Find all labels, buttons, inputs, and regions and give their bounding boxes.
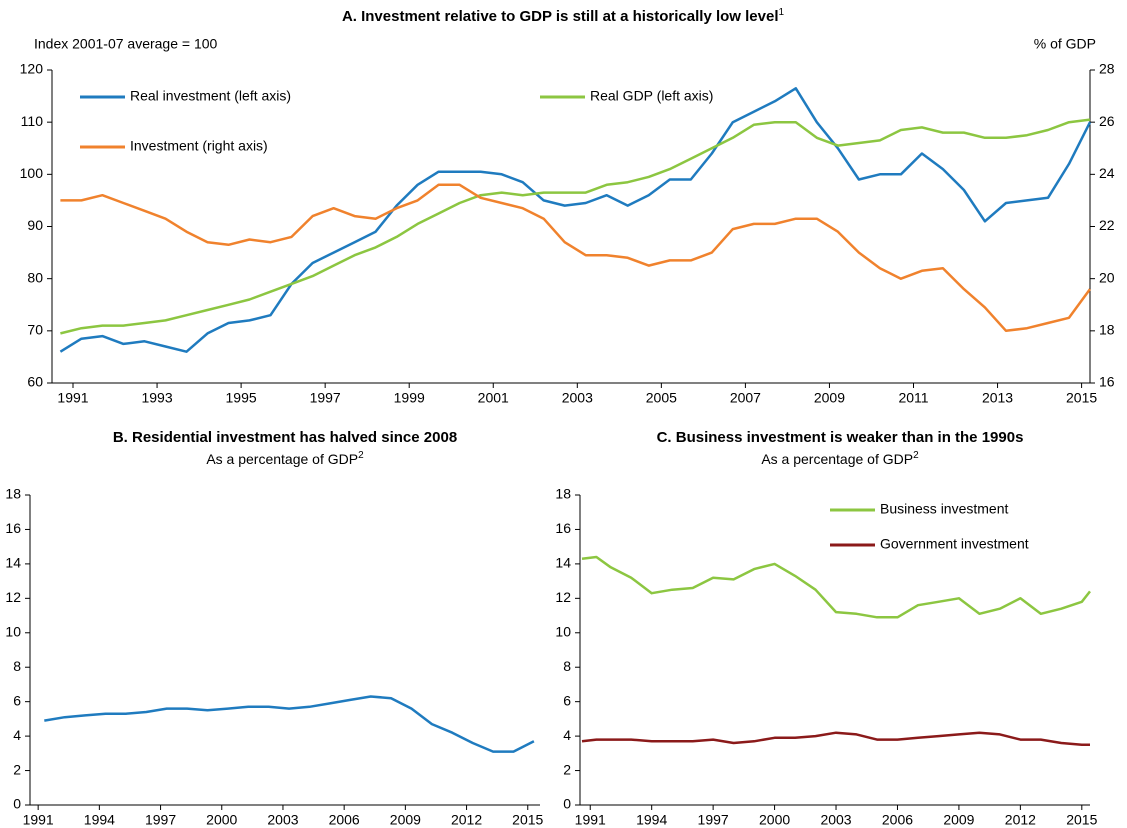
y-tick-label: 0 bbox=[13, 796, 21, 812]
x-tick-label: 1994 bbox=[636, 812, 667, 828]
x-tick-label: 1997 bbox=[145, 812, 176, 828]
x-tick-label: 2012 bbox=[451, 812, 482, 828]
y-tick-label: 16 bbox=[5, 520, 21, 536]
y2-tick-label: 16 bbox=[1099, 374, 1115, 390]
chart-title: A. Investment relative to GDP is still a… bbox=[342, 7, 785, 25]
x-tick-label: 2015 bbox=[1066, 812, 1097, 828]
title-note: 1 bbox=[778, 7, 784, 18]
y-tick-label: 12 bbox=[555, 589, 571, 605]
y2-tick-label: 18 bbox=[1099, 322, 1115, 338]
y-tick-label: 8 bbox=[563, 658, 571, 674]
y2-tick-label: 20 bbox=[1099, 269, 1115, 285]
y-tick-label: 110 bbox=[21, 113, 44, 129]
x-tick-label: 2000 bbox=[759, 812, 790, 828]
y-axis-label: Index 2001-07 average = 100 bbox=[34, 36, 218, 52]
y2-tick-label: 28 bbox=[1099, 61, 1115, 77]
series-line bbox=[59, 87, 1092, 353]
x-tick-label: 2006 bbox=[329, 812, 360, 828]
y-tick-label: 80 bbox=[27, 269, 43, 285]
x-tick-label: 2015 bbox=[512, 812, 543, 828]
x-tick-label: 1991 bbox=[23, 812, 54, 828]
x-tick-label: 1991 bbox=[57, 390, 88, 406]
y-tick-label: 14 bbox=[555, 555, 571, 571]
y-tick-label: 4 bbox=[13, 727, 21, 743]
legend-label: Government investment bbox=[880, 536, 1029, 552]
subtitle-note: 2 bbox=[358, 450, 364, 461]
x-tick-label: 1999 bbox=[394, 390, 425, 406]
series-line bbox=[581, 731, 1090, 746]
legend-label: Real GDP (left axis) bbox=[590, 88, 713, 104]
y-tick-label: 18 bbox=[5, 486, 21, 502]
y-tick-label: 0 bbox=[563, 796, 571, 812]
y-tick-label: 2 bbox=[563, 761, 571, 777]
legend-label: Real investment (left axis) bbox=[130, 88, 291, 104]
chart-title: B. Residential investment has halved sin… bbox=[113, 429, 457, 446]
y-tick-label: 10 bbox=[555, 623, 571, 639]
x-tick-label: 2005 bbox=[646, 390, 677, 406]
x-tick-label: 2013 bbox=[982, 390, 1013, 406]
x-tick-label: 1997 bbox=[310, 390, 341, 406]
subtitle-text: As a percentage of GDP bbox=[206, 451, 358, 467]
y-tick-label: 18 bbox=[555, 486, 571, 502]
x-tick-label: 2001 bbox=[478, 390, 509, 406]
y-tick-label: 6 bbox=[563, 692, 571, 708]
x-tick-label: 1993 bbox=[141, 390, 172, 406]
legend-label: Investment (right axis) bbox=[130, 138, 268, 154]
x-tick-label: 2009 bbox=[390, 812, 421, 828]
subtitle-note: 2 bbox=[913, 450, 919, 461]
subtitle-text: As a percentage of GDP bbox=[761, 451, 913, 467]
x-tick-label: 2007 bbox=[730, 390, 761, 406]
y-tick-label: 10 bbox=[5, 623, 21, 639]
x-tick-label: 2009 bbox=[943, 812, 974, 828]
x-tick-label: 1997 bbox=[698, 812, 729, 828]
x-tick-label: 2012 bbox=[1005, 812, 1036, 828]
x-tick-label: 2003 bbox=[820, 812, 851, 828]
y2-tick-label: 22 bbox=[1099, 217, 1115, 233]
y-tick-label: 16 bbox=[555, 520, 571, 536]
y-tick-label: 14 bbox=[5, 555, 21, 571]
y-tick-label: 8 bbox=[13, 658, 21, 674]
series-line bbox=[60, 183, 1092, 333]
title-text: A. Investment relative to GDP is still a… bbox=[342, 8, 779, 25]
y-tick-label: 100 bbox=[20, 165, 44, 181]
x-tick-label: 2009 bbox=[814, 390, 845, 406]
y-tick-label: 12 bbox=[5, 589, 21, 605]
x-tick-label: 1995 bbox=[226, 390, 257, 406]
series-line bbox=[60, 118, 1091, 335]
y-tick-label: 90 bbox=[27, 217, 43, 233]
y-tick-label: 70 bbox=[27, 322, 43, 338]
y-tick-label: 120 bbox=[20, 61, 44, 77]
y-tick-label: 4 bbox=[563, 727, 571, 743]
x-tick-label: 2006 bbox=[882, 812, 913, 828]
x-tick-label: 2003 bbox=[562, 390, 593, 406]
y-tick-label: 2 bbox=[13, 761, 21, 777]
y-tick-label: 60 bbox=[27, 374, 43, 390]
chart-subtitle: As a percentage of GDP2 bbox=[761, 450, 919, 467]
chart-title: C. Business investment is weaker than in… bbox=[657, 429, 1024, 446]
x-tick-label: 2011 bbox=[898, 390, 928, 406]
y2-tick-label: 26 bbox=[1099, 113, 1115, 129]
series-line bbox=[44, 695, 535, 753]
legend-label: Business investment bbox=[880, 501, 1009, 517]
x-tick-label: 2015 bbox=[1066, 390, 1097, 406]
x-tick-label: 2000 bbox=[206, 812, 237, 828]
y2-tick-label: 24 bbox=[1099, 165, 1115, 181]
x-tick-label: 1991 bbox=[575, 812, 606, 828]
x-tick-label: 2003 bbox=[267, 812, 298, 828]
x-tick-label: 1994 bbox=[84, 812, 115, 828]
chart-subtitle: As a percentage of GDP2 bbox=[206, 450, 364, 467]
y2-axis-label: % of GDP bbox=[1034, 36, 1096, 52]
y-tick-label: 6 bbox=[13, 692, 21, 708]
series-line bbox=[581, 555, 1091, 619]
